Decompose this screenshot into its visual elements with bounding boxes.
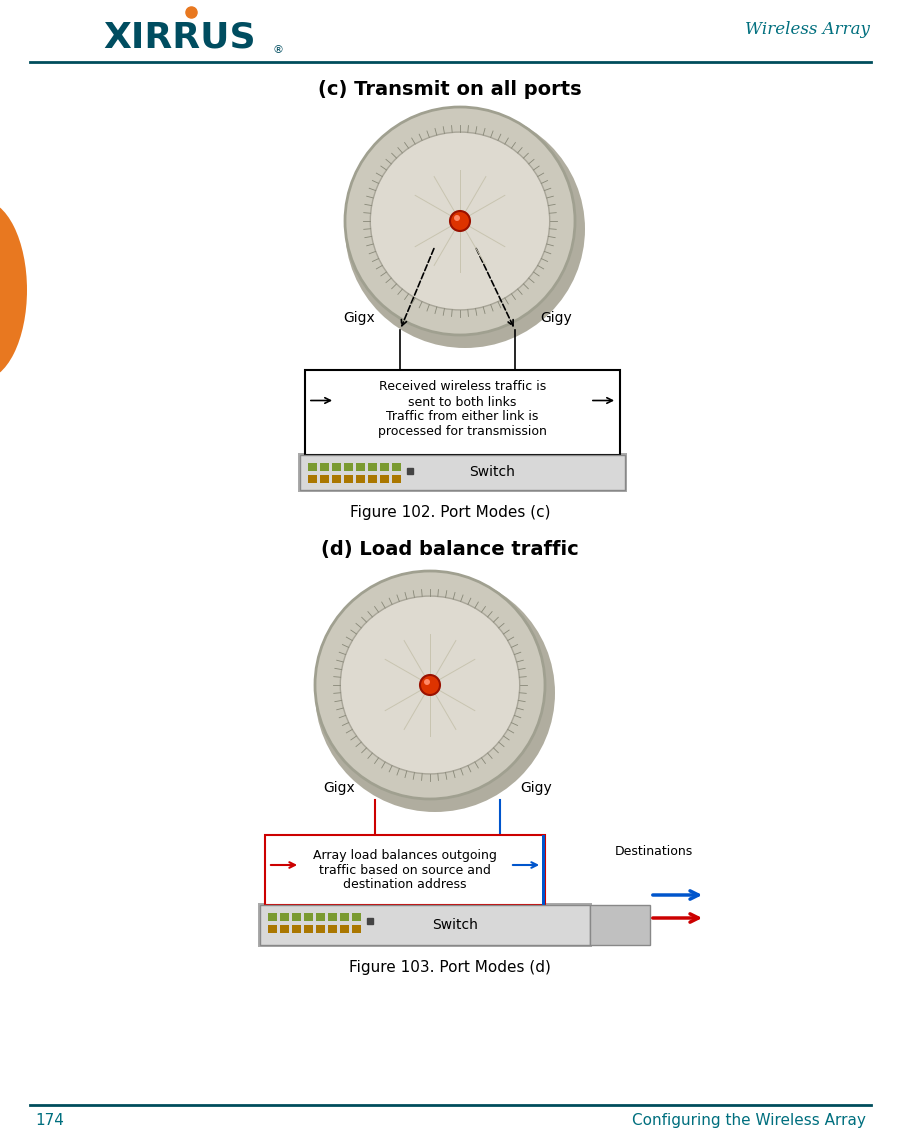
Text: Wireless Array: Wireless Array	[745, 20, 870, 38]
Bar	[265, 835, 545, 905]
Ellipse shape	[370, 132, 550, 310]
Ellipse shape	[315, 574, 555, 812]
Bar	[280, 913, 289, 921]
Bar	[356, 463, 365, 471]
Text: XIRRUS: XIRRUS	[104, 20, 256, 55]
Bar	[316, 913, 325, 921]
Bar	[292, 926, 301, 933]
Ellipse shape	[345, 110, 585, 348]
Text: (c) Transmit on all ports: (c) Transmit on all ports	[318, 80, 582, 99]
Circle shape	[454, 215, 460, 221]
Text: Gigy: Gigy	[520, 781, 551, 795]
Bar	[304, 913, 313, 921]
Text: 174: 174	[35, 1113, 64, 1128]
Bar	[380, 463, 389, 471]
Text: Switch: Switch	[469, 465, 515, 480]
Bar	[308, 463, 317, 471]
Ellipse shape	[0, 200, 27, 380]
Text: (d) Load balance traffic: (d) Load balance traffic	[321, 540, 578, 559]
Bar	[305, 370, 620, 455]
Text: Gigy: Gigy	[540, 312, 572, 325]
Text: ®: ®	[272, 45, 283, 55]
Bar	[320, 463, 329, 471]
Bar	[368, 463, 377, 471]
Bar	[268, 926, 277, 933]
Bar	[380, 475, 389, 483]
Ellipse shape	[315, 571, 545, 799]
Bar	[260, 905, 590, 945]
Bar	[356, 475, 365, 483]
Bar	[316, 926, 325, 933]
Bar	[392, 463, 401, 471]
Text: Figure 103. Port Modes (d): Figure 103. Port Modes (d)	[349, 960, 551, 976]
Circle shape	[424, 679, 430, 684]
Text: Gigx: Gigx	[343, 312, 375, 325]
Bar	[332, 463, 341, 471]
Bar	[542, 835, 545, 905]
Bar	[308, 475, 317, 483]
Bar	[328, 913, 337, 921]
Bar	[352, 913, 361, 921]
Text: Configuring the Wireless Array: Configuring the Wireless Array	[633, 1113, 866, 1128]
Text: Destinations: Destinations	[615, 845, 693, 858]
Circle shape	[420, 675, 440, 695]
Bar	[352, 926, 361, 933]
Bar	[300, 455, 625, 490]
Ellipse shape	[341, 596, 520, 774]
Bar	[258, 903, 592, 947]
Bar	[328, 926, 337, 933]
Bar	[268, 913, 277, 921]
Bar	[590, 905, 650, 945]
Bar	[304, 926, 313, 933]
Text: Figure 102. Port Modes (c): Figure 102. Port Modes (c)	[350, 505, 551, 520]
Bar	[298, 453, 627, 492]
Bar	[340, 913, 349, 921]
Text: Received wireless traffic is
sent to both links
Traffic from either link is
proc: Received wireless traffic is sent to bot…	[378, 381, 547, 439]
Ellipse shape	[345, 107, 575, 335]
Bar	[292, 913, 301, 921]
Bar	[332, 475, 341, 483]
Bar	[280, 926, 289, 933]
Circle shape	[450, 211, 470, 231]
Bar	[392, 475, 401, 483]
Bar	[344, 463, 353, 471]
Text: Array load balances outgoing
traffic based on source and
destination address: Array load balances outgoing traffic bas…	[313, 848, 497, 891]
Bar	[340, 926, 349, 933]
Text: Gigx: Gigx	[323, 781, 355, 795]
Bar	[344, 475, 353, 483]
Bar	[320, 475, 329, 483]
Bar	[368, 475, 377, 483]
Text: Switch: Switch	[432, 918, 478, 932]
